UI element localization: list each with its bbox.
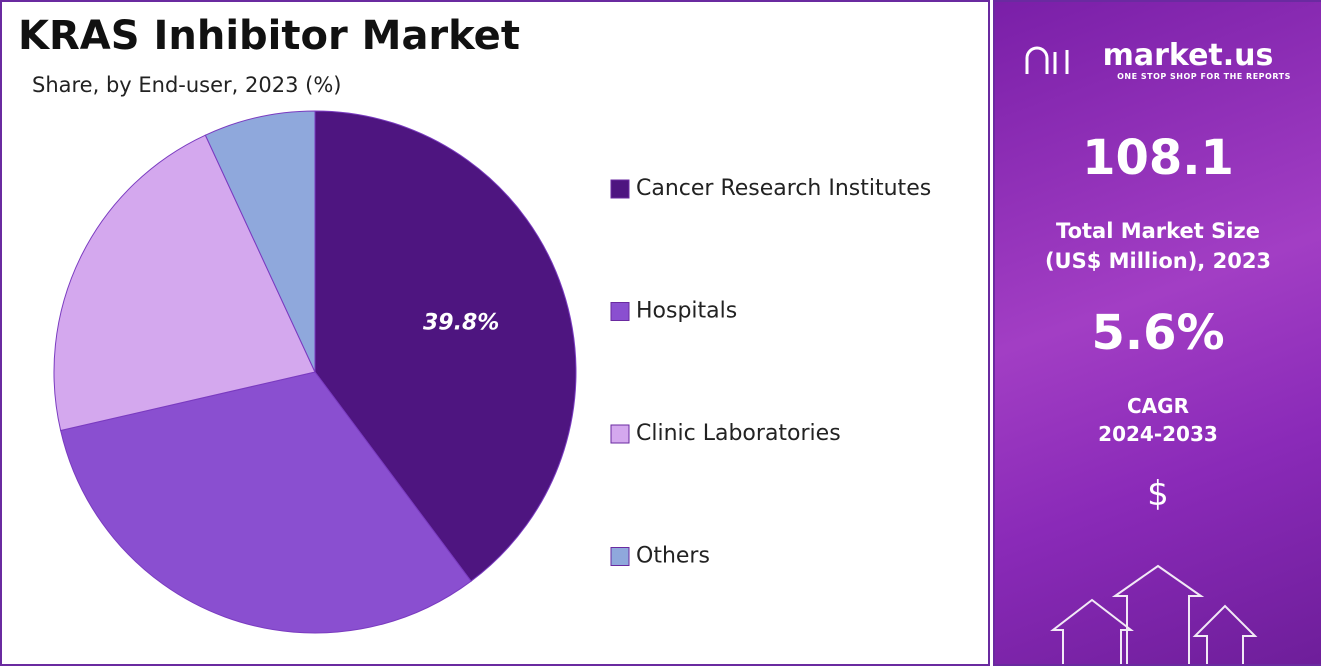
legend-swatch — [610, 302, 630, 321]
currency-icon: $ — [1147, 474, 1169, 514]
pie-slice — [53, 134, 316, 432]
data-label: 39.8% — [423, 310, 499, 335]
arrows — [1050, 564, 1258, 664]
legend-label: Others — [636, 544, 710, 569]
sidebar: market.us ONE STOP SHOP FOR THE REPORTS … — [993, 0, 1321, 666]
decoration — [1025, 46, 1258, 664]
legend-label: Hospitals — [636, 299, 737, 324]
market-size-label: Total Market Size (US$ Million), 2023 — [1044, 219, 1272, 273]
tagline: ONE STOP SHOP FOR THE REPORTS — [1117, 72, 1291, 81]
market-size: 108.1 — [1082, 130, 1234, 186]
cagr-label: CAGR — [1127, 394, 1189, 418]
cagr: 5.6% — [1091, 305, 1225, 361]
pie-slice — [60, 371, 472, 634]
legend-swatch — [610, 547, 630, 566]
legend-label: Cancer Research Institutes — [636, 176, 931, 201]
pie-slice — [204, 110, 316, 373]
pie-slice — [314, 110, 577, 582]
chart-title: KRAS Inhibitor Market — [18, 13, 520, 59]
legend-swatch — [610, 424, 630, 444]
logo-icon — [1025, 46, 1069, 74]
chart-panel: KRAS Inhibitor Market Share, by End-user… — [0, 0, 990, 666]
brand: market.us — [1102, 38, 1274, 73]
legend-swatch — [610, 179, 630, 199]
chart-subtitle: Share, by End-user, 2023 (%) — [32, 73, 341, 97]
legend-label: Clinic Laboratories — [636, 421, 841, 446]
cagr-period: 2024-2033 — [1098, 422, 1218, 446]
chart: KRAS Inhibitor Market Share, by End-user… — [18, 13, 931, 634]
